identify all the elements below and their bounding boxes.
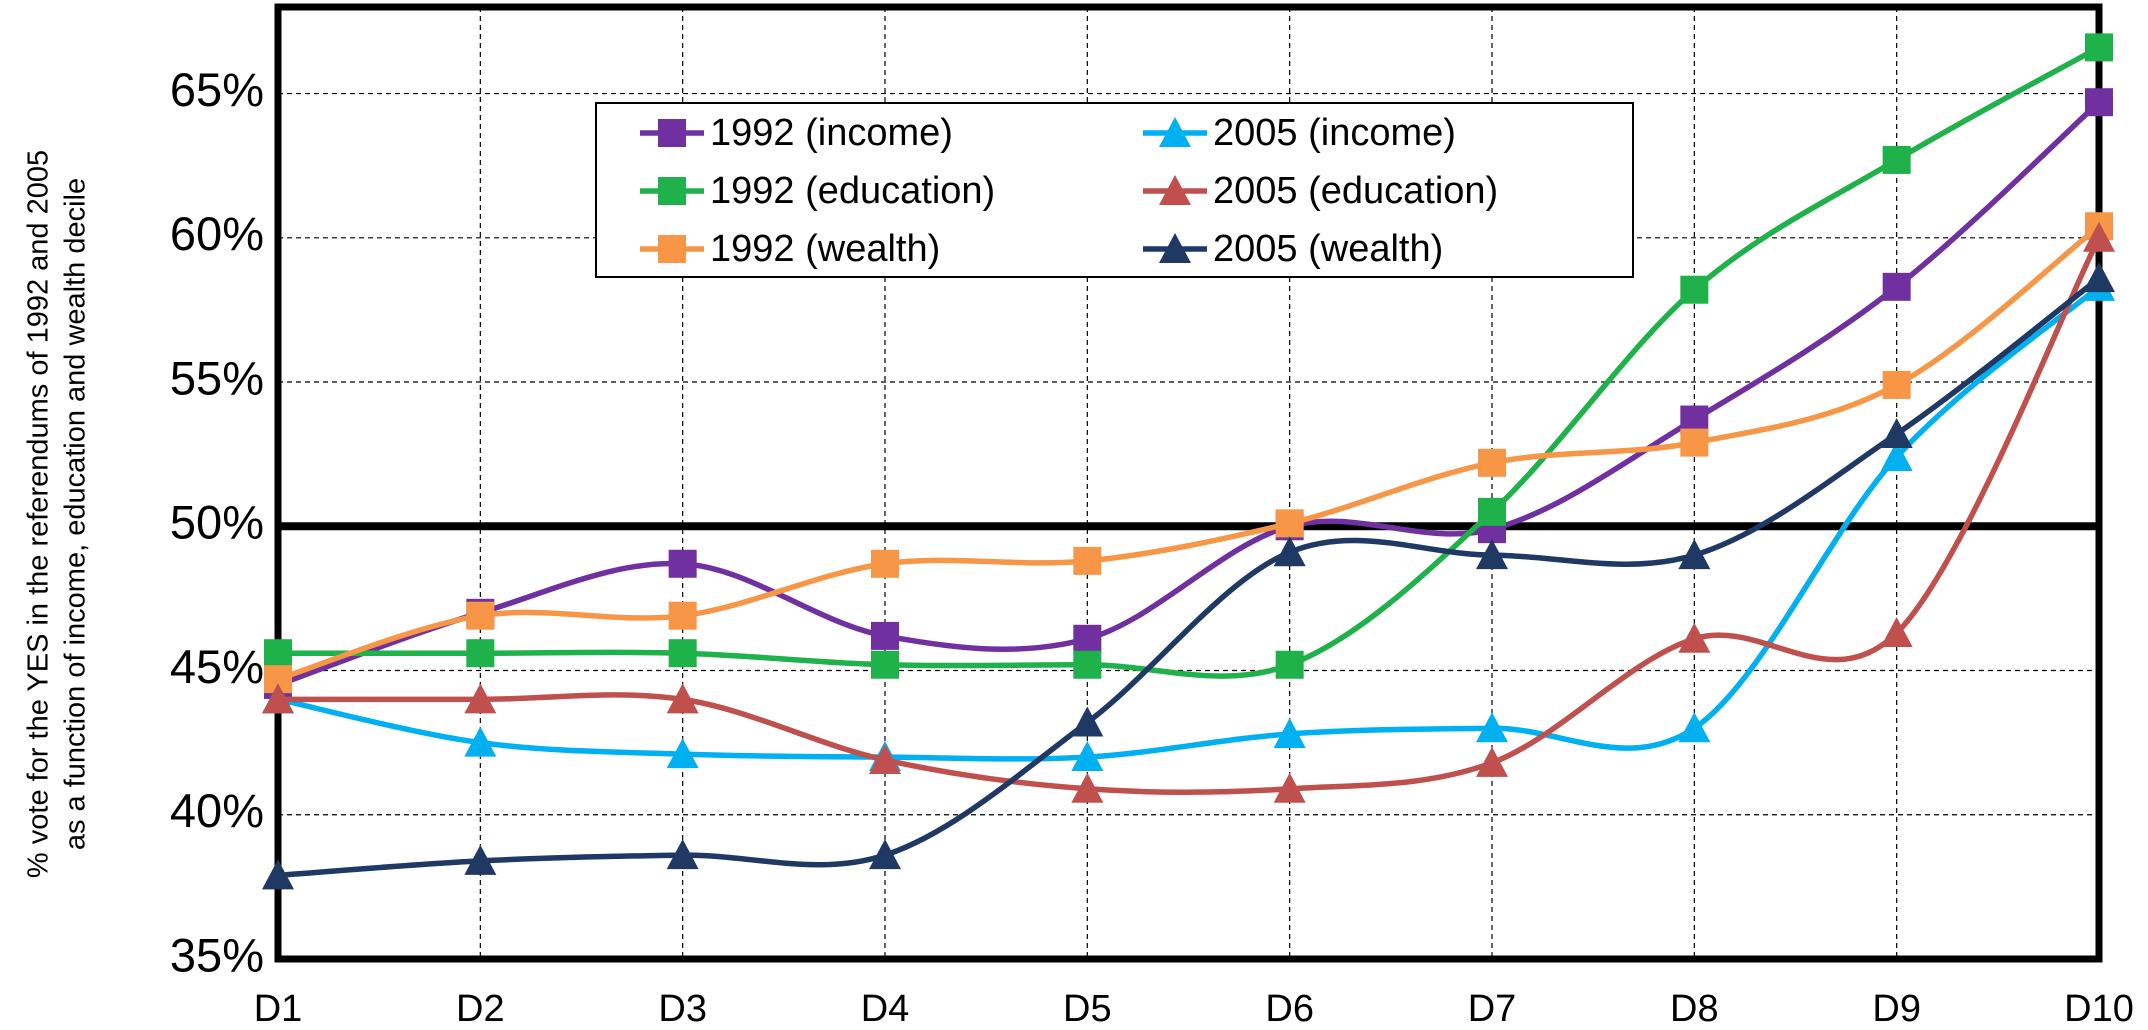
series-line — [277, 236, 2102, 795]
marker — [869, 839, 901, 870]
marker — [262, 859, 294, 890]
series-line — [277, 275, 2101, 879]
marker — [1680, 428, 1709, 457]
marker — [1476, 539, 1508, 570]
legend-label: 2005 (education) — [1213, 170, 1498, 212]
marker — [1882, 370, 1911, 399]
marker — [1159, 117, 1191, 147]
marker — [1678, 712, 1711, 743]
marker — [1071, 772, 1104, 803]
marker — [871, 650, 899, 679]
series-line — [277, 100, 2101, 688]
legend-label: 2005 (wealth) — [1213, 228, 1443, 270]
x-tick-label: D4 — [861, 988, 910, 1030]
x-tick-label: D3 — [658, 988, 707, 1030]
series-line — [277, 284, 2101, 762]
x-tick-label: D10 — [2064, 988, 2134, 1030]
marker — [1275, 509, 1304, 538]
marker — [666, 738, 699, 769]
marker — [264, 639, 292, 668]
x-tick-label: D8 — [1670, 988, 1719, 1030]
y-axis-label: % vote for the YES in the referendums of… — [23, 150, 92, 878]
x-tick-label: D9 — [1872, 988, 1921, 1030]
marker — [1882, 145, 1911, 174]
marker — [466, 639, 495, 668]
marker — [1880, 617, 1913, 648]
x-tick-label: D5 — [1063, 988, 1112, 1030]
marker — [1073, 650, 1102, 679]
y-tick-label: 45% — [170, 640, 264, 693]
marker — [2085, 88, 2113, 117]
x-tick-label: D6 — [1265, 988, 1314, 1030]
marker — [1273, 717, 1306, 748]
marker — [1159, 175, 1191, 205]
series-line — [278, 44, 2101, 679]
legend-label: 1992 (education) — [710, 170, 995, 212]
marker — [1476, 746, 1508, 777]
x-tick-label: D2 — [456, 988, 505, 1030]
marker — [1478, 448, 1506, 477]
y-tick-label: 55% — [170, 351, 264, 404]
marker — [1678, 622, 1711, 653]
marker — [668, 601, 697, 630]
y-axis-label-line: % vote for the YES in the referendums of… — [23, 150, 55, 878]
marker — [1478, 497, 1506, 526]
y-tick-label: 35% — [170, 928, 264, 981]
legend-label: 1992 (income) — [710, 112, 953, 154]
marker — [2085, 33, 2113, 62]
plot-frame — [274, 3, 2103, 963]
marker — [668, 639, 697, 668]
marker — [666, 683, 699, 714]
legend-label: 2005 (income) — [1213, 112, 1456, 154]
marker — [658, 235, 686, 263]
marker — [658, 119, 686, 147]
y-tick-label: 60% — [170, 207, 264, 260]
marker — [871, 621, 899, 650]
x-tick-label: D1 — [254, 988, 303, 1030]
marker — [2083, 262, 2115, 293]
legend-label: 1992 (wealth) — [710, 228, 940, 270]
marker — [1275, 650, 1304, 679]
marker — [464, 844, 497, 875]
marker — [871, 549, 899, 578]
marker — [1273, 536, 1306, 567]
legend-box — [595, 102, 1634, 278]
marker — [1073, 546, 1102, 575]
marker — [1880, 417, 1913, 448]
marker — [464, 683, 497, 714]
marker — [1680, 275, 1709, 304]
marker — [466, 601, 495, 630]
marker — [666, 839, 699, 870]
marker — [1071, 741, 1104, 772]
marker — [1071, 706, 1104, 737]
marker — [1882, 272, 1911, 301]
marker — [2083, 221, 2115, 252]
y-tick-label: 40% — [170, 784, 264, 837]
marker — [1880, 441, 1913, 472]
marker — [262, 683, 294, 714]
x-tick-label: D7 — [1468, 988, 1517, 1030]
y-tick-label: 65% — [170, 63, 264, 116]
series-line — [277, 224, 2101, 682]
marker — [1476, 712, 1508, 743]
marker — [1678, 539, 1711, 570]
marker — [1273, 772, 1306, 803]
marker — [464, 726, 497, 757]
marker — [668, 549, 697, 578]
y-tick-label: 50% — [170, 496, 264, 549]
marker — [1073, 624, 1102, 653]
marker — [1159, 233, 1191, 263]
y-axis-label-line: as a function of income, education and w… — [60, 178, 92, 850]
marker — [658, 177, 686, 205]
marker — [869, 743, 901, 774]
